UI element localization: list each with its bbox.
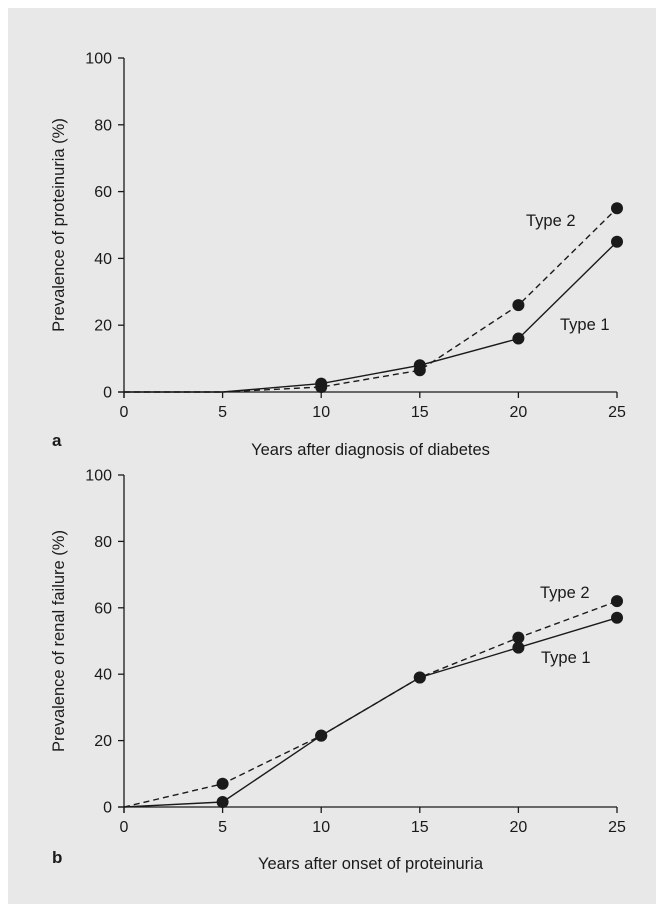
- y-tick-label: 60: [94, 600, 112, 617]
- data-point: [512, 631, 525, 644]
- series-label: Type 1: [541, 649, 591, 667]
- x-tick-label: 0: [120, 404, 129, 421]
- data-point: [216, 777, 229, 790]
- y-axis-title: Prevalence of renal failure (%): [50, 530, 68, 752]
- x-tick-label: 5: [218, 404, 227, 421]
- y-tick-label: 80: [94, 117, 112, 134]
- series-line-type-1: [123, 617, 618, 808]
- y-tick-label: 40: [94, 667, 112, 684]
- y-tick-label: 80: [94, 534, 112, 551]
- x-axis-title: Years after onset of proteinuria: [258, 855, 484, 873]
- x-tick-label: 15: [411, 819, 429, 836]
- x-axis-title: Years after diagnosis of diabetes: [251, 441, 490, 459]
- data-point: [611, 595, 623, 608]
- data-point: [315, 729, 328, 742]
- y-tick-label: 100: [85, 468, 112, 485]
- y-tick-label: 100: [85, 51, 112, 68]
- data-point: [512, 641, 525, 654]
- series-label: Type 1: [560, 316, 610, 334]
- data-point: [611, 235, 623, 248]
- series-line-type-1: [124, 241, 618, 393]
- x-tick-label: 10: [312, 819, 330, 836]
- data-point: [413, 364, 426, 377]
- x-tick-label: 25: [608, 819, 626, 836]
- x-tick-label: 5: [218, 819, 227, 836]
- y-tick-label: 60: [94, 184, 112, 201]
- x-tick-label: 0: [120, 819, 129, 836]
- y-tick-label: 20: [94, 733, 112, 750]
- y-tick-label: 0: [103, 800, 112, 817]
- data-point: [315, 380, 328, 393]
- y-tick-label: 0: [103, 385, 112, 402]
- x-tick-label: 10: [312, 404, 330, 421]
- data-point: [512, 332, 525, 345]
- data-point: [512, 299, 525, 312]
- y-tick-label: 20: [94, 318, 112, 335]
- figure-background: [8, 8, 656, 904]
- y-axis-title: Prevalence of proteinuria (%): [50, 118, 68, 332]
- chart-panel-b: 0 20 40 60 80 100 0 5 10 15 20 25 Years after onset …: [50, 468, 626, 874]
- x-tick-label: 25: [608, 404, 626, 421]
- series-label: Type 2: [540, 584, 590, 602]
- series-line-type-2: [123, 600, 618, 808]
- series-line-type-2: [124, 207, 618, 393]
- x-tick-label: 15: [411, 404, 429, 421]
- chart-panel-a: 0 20 40 60 80 100 0 5 10 15 20 25 Years after diagno…: [50, 51, 626, 460]
- panel-label: a: [52, 431, 62, 450]
- data-point: [413, 671, 426, 684]
- data-point: [611, 202, 623, 215]
- panel-label: b: [52, 848, 62, 867]
- data-point: [216, 796, 229, 809]
- x-tick-label: 20: [510, 819, 528, 836]
- series-label: Type 2: [526, 212, 576, 230]
- y-tick-label: 40: [94, 251, 112, 268]
- data-point: [611, 611, 623, 624]
- x-tick-label: 20: [510, 404, 528, 421]
